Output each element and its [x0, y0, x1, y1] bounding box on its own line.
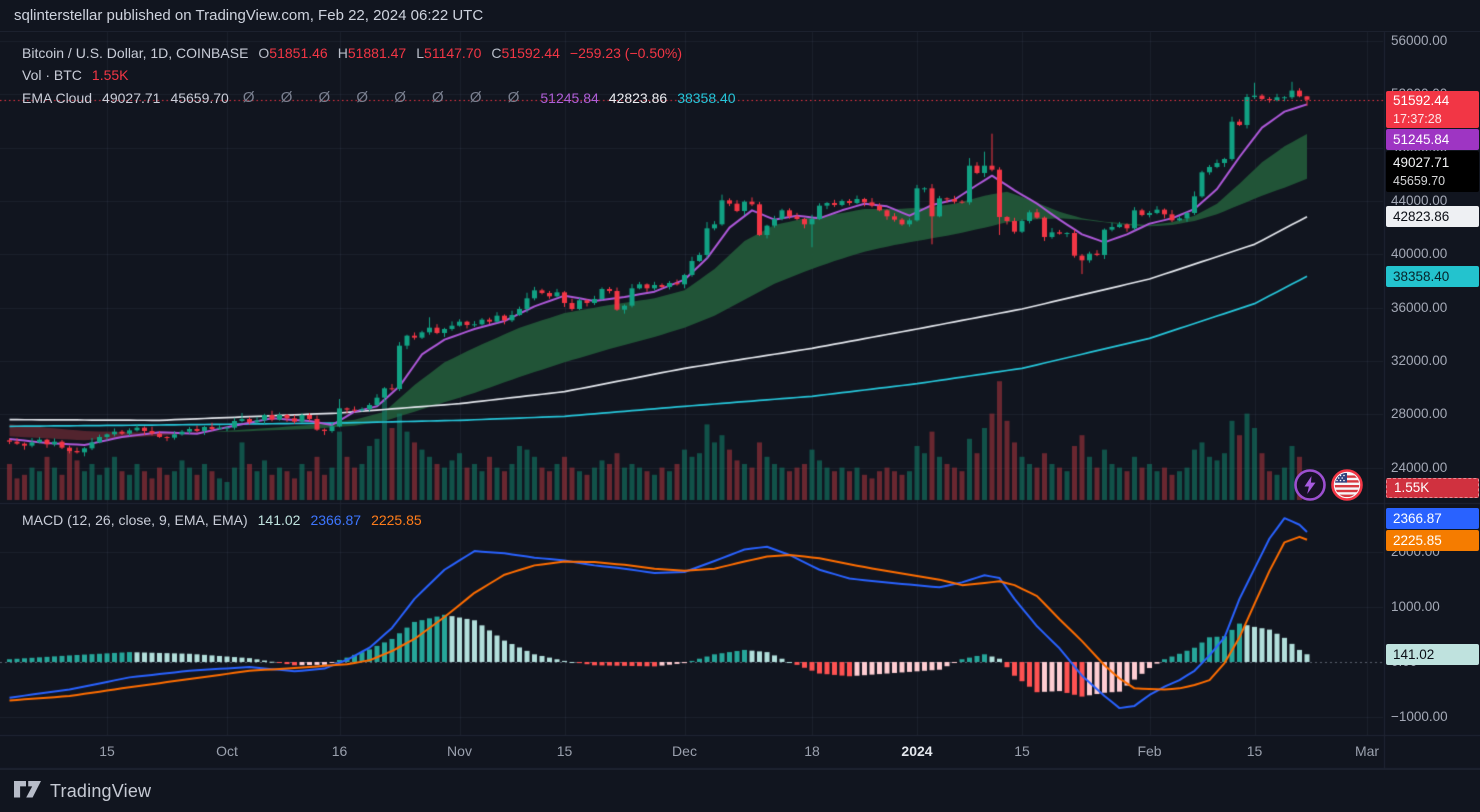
ema-cloud-legend-row[interactable]: EMA Cloud 49027.71 45659.70 Ø Ø Ø Ø Ø Ø … [22, 89, 736, 106]
axis-price-label: 44000.00 [1391, 192, 1448, 208]
white-ma-badge-line1: 42823.86 [1393, 208, 1450, 224]
axis-time-label-15: 15 [556, 743, 573, 759]
cloud-badge-line2: 45659.70 [1393, 174, 1446, 189]
axis-time-label-dec: Dec [672, 743, 697, 759]
ohlc-low: L51147.70 [416, 45, 482, 61]
axis-time-label-18: 18 [804, 743, 820, 759]
axis-time-label-15: 15 [1014, 743, 1030, 759]
teal-ma-badge: 38358.40 [1386, 266, 1479, 287]
axis-time-label-feb: Feb [1137, 743, 1162, 759]
macd-line-badge-line1: 2366.87 [1393, 510, 1442, 526]
us-flag-icon [1334, 473, 1360, 497]
cloud-top-value: 49027.71 [102, 89, 161, 106]
lightning-bolt-icon [1304, 476, 1316, 494]
cloud-bottom-value: 45659.70 [170, 89, 229, 106]
tradingview-logo-icon[interactable] [14, 781, 41, 801]
ema-cloud-label: EMA Cloud [22, 89, 93, 106]
ema-badge: 51245.84 [1386, 129, 1479, 150]
lightning-event-icon[interactable] [1293, 468, 1327, 502]
last-price-badge-line1: 51592.44 [1393, 92, 1450, 108]
cloud-badge: 49027.71 45659.70 [1386, 151, 1479, 192]
axis-time-label-15: 15 [99, 743, 115, 759]
axis-time-label-oct: Oct [216, 743, 238, 759]
axis-price-label: 32000.00 [1391, 352, 1448, 368]
axis-time-label-15: 15 [1246, 743, 1263, 759]
price-change: −259.23 (−0.50%) [569, 45, 683, 61]
last-price-badge-line2: 17:37:28 [1393, 112, 1442, 127]
signal-line-badge-line1: 2225.85 [1393, 532, 1442, 548]
volume-badge: 1.55K [1386, 478, 1479, 498]
macd-line-value: 2366.87 [310, 512, 362, 528]
axis-time-label-16: 16 [331, 743, 348, 759]
symbol-title: Bitcoin / U.S. Dollar, 1D, COINBASE [22, 45, 249, 61]
macd-legend-row[interactable]: MACD (12, 26, close, 9, EMA, EMA) 141.02… [22, 512, 422, 528]
macd-signal-value: 2225.85 [371, 512, 422, 528]
axis-price-label: −1000.00 [1391, 708, 1448, 724]
ohlc-close: C51592.44 [491, 45, 560, 61]
axis-price-label: 24000.00 [1391, 459, 1448, 475]
ema-badge-line1: 51245.84 [1393, 131, 1450, 147]
volume-label: Vol · BTC [22, 67, 82, 83]
volume-badge-line1: 1.55K [1394, 480, 1430, 496]
symbol-legend-row[interactable]: Bitcoin / U.S. Dollar, 1D, COINBASE O518… [22, 45, 682, 61]
publish-info-bar: sqlinterstellar published on TradingView… [0, 0, 1480, 32]
macd-line-badge: 2366.87 [1386, 508, 1479, 529]
macd-hist-value: 141.02 [257, 512, 301, 528]
teal-ma-value: 38358.40 [677, 89, 736, 106]
ohlc-high: H51881.47 [337, 45, 407, 61]
axis-time-label-mar: Mar [1354, 743, 1380, 759]
ohlc-open: O51851.46 [258, 45, 328, 61]
teal-ma-badge-line1: 38358.40 [1393, 268, 1450, 284]
volume-legend-row[interactable]: Vol · BTC 1.55K [22, 67, 129, 83]
white-ma-badge: 42823.86 [1386, 206, 1479, 227]
axis-price-label: 1000.00 [1391, 599, 1440, 615]
axis-price-label: 40000.00 [1391, 246, 1448, 262]
histogram-badge: 141.02 [1386, 644, 1479, 665]
axis-price-label: 28000.00 [1391, 406, 1448, 422]
axis-price-label: 56000.00 [1391, 33, 1448, 48]
axis-time-label-2024: 2024 [901, 743, 933, 759]
last-price-badge: 51592.44 17:37:28 [1386, 91, 1479, 128]
macd-title: MACD (12, 26, close, 9, EMA, EMA) [22, 512, 248, 528]
cloud-badge-line1: 49027.71 [1393, 154, 1450, 170]
axis-time-label-nov: Nov [447, 743, 472, 759]
publish-text: sqlinterstellar published on TradingView… [14, 7, 484, 24]
histogram-badge-line1: 141.02 [1393, 646, 1435, 662]
footer-bar: TradingView [0, 769, 1480, 812]
white-ma-value: 42823.86 [608, 89, 668, 106]
disabled-ema-slots: Ø Ø Ø Ø Ø Ø Ø Ø [242, 89, 531, 106]
ema-purple-value: 51245.84 [540, 89, 599, 106]
axis-price-label: 36000.00 [1391, 299, 1448, 315]
volume-value: 1.55K [91, 67, 129, 83]
signal-line-badge: 2225.85 [1386, 530, 1479, 551]
tradingview-brand[interactable]: TradingView [50, 780, 152, 801]
us-flag-event-icon[interactable] [1330, 468, 1364, 502]
